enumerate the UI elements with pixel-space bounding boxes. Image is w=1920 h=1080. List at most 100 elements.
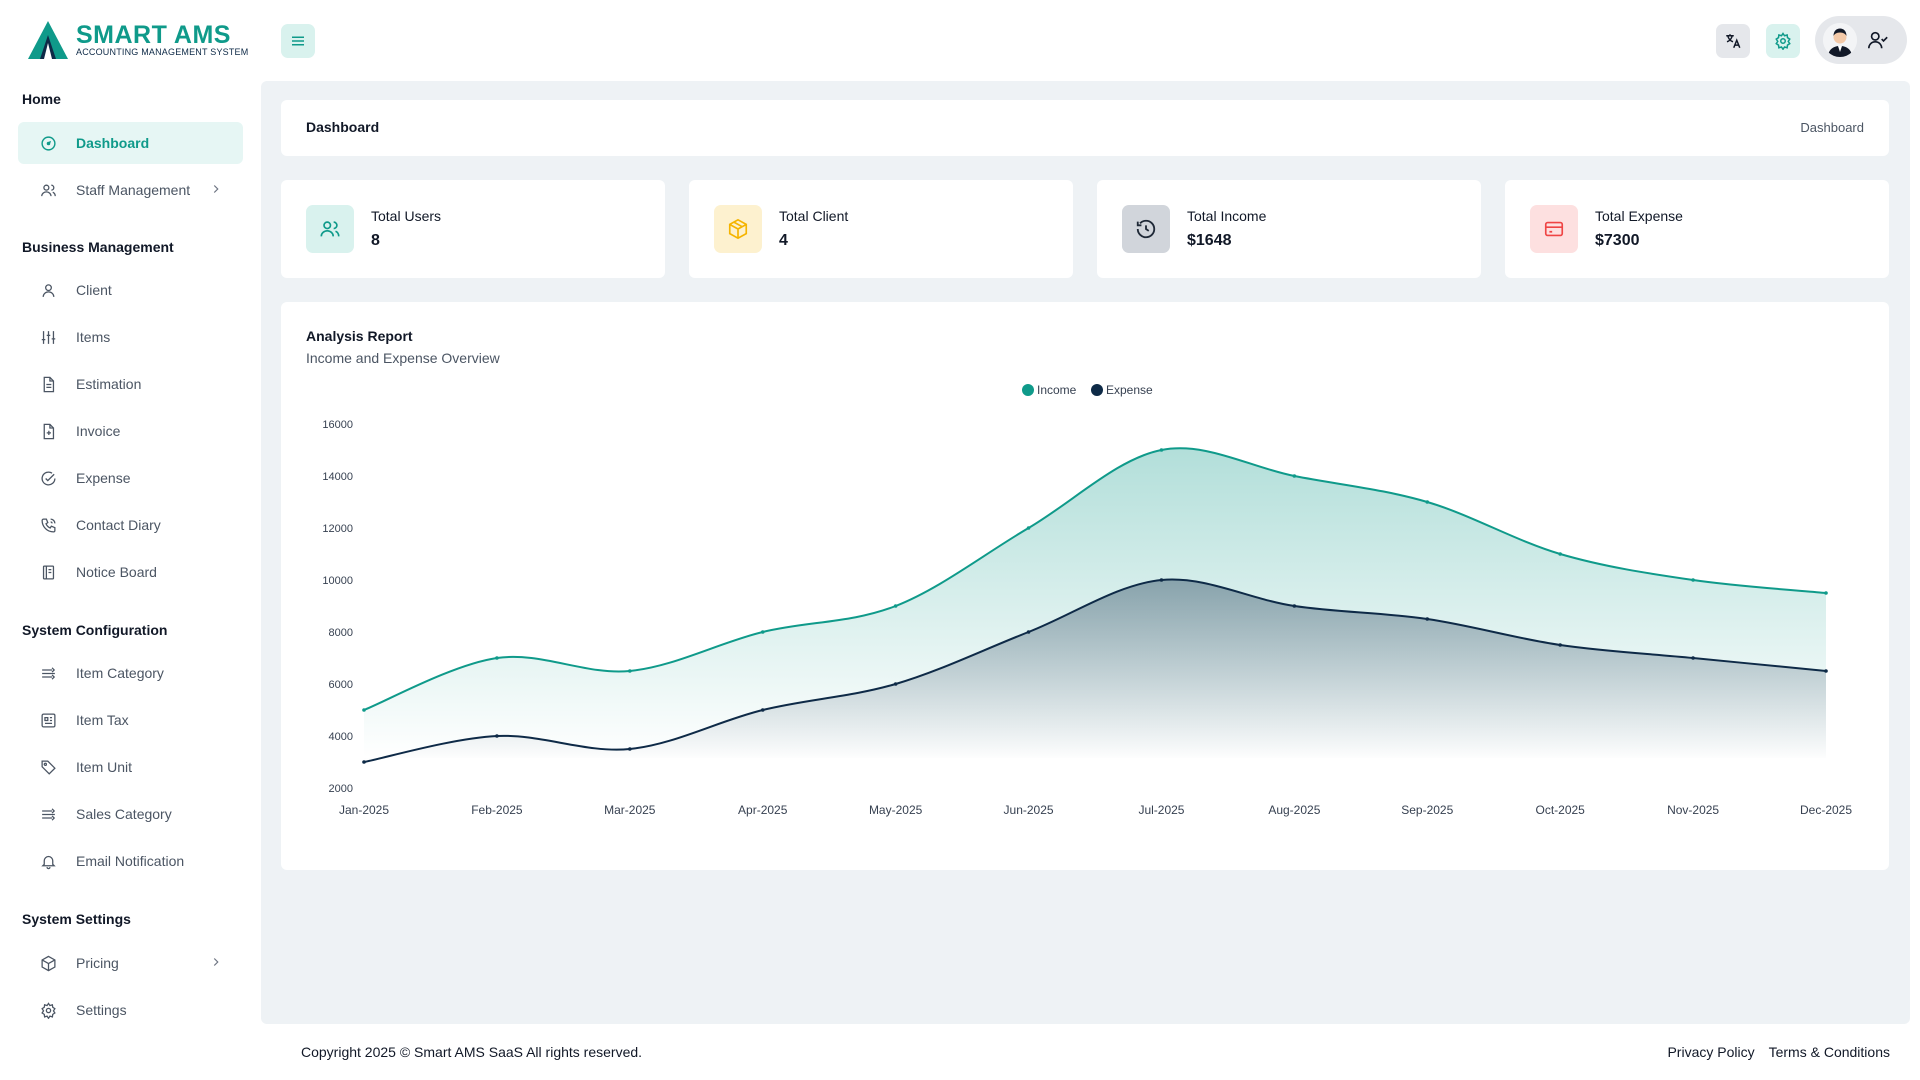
user-icon [38, 280, 58, 300]
data-point [1159, 578, 1164, 582]
history-icon [1122, 205, 1170, 253]
data-point [1292, 474, 1297, 478]
footer-links: Privacy Policy Terms & Conditions [1667, 1044, 1890, 1060]
sidebar-item-pricing[interactable]: Pricing [18, 942, 243, 984]
data-point [1026, 630, 1031, 634]
sidebar-item-item-tax[interactable]: Item Tax [18, 699, 243, 741]
sidebar-item-dashboard[interactable]: Dashboard [18, 122, 243, 164]
language-button[interactable] [1716, 24, 1750, 58]
sidebar-item-estimation[interactable]: Estimation [18, 363, 243, 405]
y-tick-label: 8000 [329, 627, 353, 639]
sidebar-item-label: Item Tax [76, 712, 129, 728]
stat-card-total-income: Total Income $1648 [1097, 180, 1481, 278]
sidebar-item-sales-category[interactable]: Sales Category [18, 793, 243, 835]
phone-icon [38, 515, 58, 535]
stat-value: 8 [371, 232, 380, 249]
stat-card-total-expense: Total Expense $7300 [1505, 180, 1889, 278]
user-check-icon [1868, 31, 1888, 49]
x-tick-label: Nov-2025 [1667, 803, 1719, 817]
y-tick-label: 10000 [322, 575, 353, 587]
sidebar-item-label: Invoice [76, 423, 121, 439]
chart-subtitle: Income and Expense Overview [306, 350, 500, 366]
check-circle-icon [38, 468, 58, 488]
page-title: Dashboard [306, 119, 380, 135]
y-tick-label: 12000 [322, 523, 353, 535]
series-line-income [363, 447, 1827, 711]
receipt-icon [38, 710, 58, 730]
legend-marker [1091, 384, 1103, 396]
y-tick-label: 6000 [329, 679, 353, 691]
data-point [1425, 617, 1430, 621]
x-tick-label: Jul-2025 [1138, 803, 1184, 817]
stat-value: $1648 [1187, 232, 1232, 249]
stat-value: $7300 [1595, 232, 1640, 249]
stat-label: Total Client [779, 208, 849, 224]
stat-card-total-client: Total Client 4 [689, 180, 1073, 278]
sidebar-item-label: Items [76, 329, 111, 345]
box-icon [714, 205, 762, 253]
breadcrumb-current[interactable]: Dashboard [1800, 120, 1864, 135]
y-tick-label: 16000 [322, 419, 353, 431]
sliders-icon [38, 327, 58, 347]
sidebar-item-label: Settings [76, 1002, 127, 1018]
sidebar-item-client[interactable]: Client [18, 269, 243, 311]
sidebar-item-settings[interactable]: Settings [18, 989, 243, 1031]
sidebar-item-label: Notice Board [76, 564, 157, 580]
data-point [1425, 500, 1430, 504]
x-tick-label: Feb-2025 [471, 803, 523, 817]
legend-label: Expense [1106, 383, 1153, 397]
sidebar-item-label: Pricing [76, 955, 119, 971]
menu-toggle-button[interactable] [281, 24, 315, 58]
data-point [1824, 591, 1828, 595]
file-text-icon [38, 374, 58, 394]
data-point [628, 669, 632, 673]
legend-label: Income [1037, 383, 1077, 397]
data-point [628, 747, 632, 751]
sidebar-item-email-notification[interactable]: Email Notification [18, 840, 243, 882]
sidebar-item-staff-management[interactable]: Staff Management [18, 169, 243, 211]
profile-menu[interactable] [1815, 16, 1907, 64]
analysis-report-card: Analysis Report Income and Expense Overv… [281, 302, 1889, 870]
terms-link[interactable]: Terms & Conditions [1768, 1044, 1890, 1060]
data-point [495, 734, 499, 738]
brand-tagline: ACCOUNTING MANAGEMENT SYSTEM [76, 46, 249, 57]
sidebar-item-expense[interactable]: Expense [18, 457, 243, 499]
legend-item-expense[interactable]: Expense [1091, 383, 1153, 397]
sidebar-item-label: Expense [76, 470, 131, 486]
y-tick-label: 14000 [322, 471, 353, 483]
sidebar-item-label: Sales Category [76, 806, 172, 822]
x-tick-label: Jun-2025 [1004, 803, 1054, 817]
data-point [1824, 669, 1828, 673]
sidebar-item-notice-board[interactable]: Notice Board [18, 551, 243, 593]
sidebar: SMART AMS ACCOUNTING MANAGEMENT SYSTEM H… [0, 0, 260, 1080]
income-expense-chart[interactable]: 2000 4000 6000 8000 10000 12000 14000 16000 Jan-… [281, 302, 1889, 870]
data-point [893, 682, 898, 686]
sidebar-item-invoice[interactable]: Invoice [18, 410, 243, 452]
sidebar-item-item-unit[interactable]: Item Unit [18, 746, 243, 788]
x-tick-label: Aug-2025 [1268, 803, 1320, 817]
legend-item-income[interactable]: Income [1022, 383, 1077, 397]
data-point [1159, 448, 1164, 452]
stat-label: Total Expense [1595, 208, 1683, 224]
settings-button[interactable] [1766, 24, 1800, 58]
sidebar-item-item-category[interactable]: Item Category [18, 652, 243, 694]
privacy-policy-link[interactable]: Privacy Policy [1667, 1044, 1755, 1060]
stat-card-total-users: Total Users 8 [281, 180, 665, 278]
translate-icon [1726, 34, 1741, 49]
avatar-person-icon [1823, 23, 1857, 57]
x-tick-label: Sep-2025 [1401, 803, 1453, 817]
brand-name: SMART AMS [76, 20, 231, 49]
chevron-right-icon [213, 958, 219, 966]
y-tick-label: 2000 [329, 783, 353, 795]
sidebar-item-contact-diary[interactable]: Contact Diary [18, 504, 243, 546]
brand-logo[interactable]: SMART AMS ACCOUNTING MANAGEMENT SYSTEM [26, 18, 248, 62]
legend-marker [1022, 384, 1034, 396]
sidebar-item-items[interactable]: Items [18, 316, 243, 358]
hamburger-icon [292, 36, 304, 46]
x-tick-label: May-2025 [869, 803, 923, 817]
data-point [760, 630, 765, 634]
users-icon [306, 205, 354, 253]
stat-value: 4 [779, 232, 788, 249]
sidebar-item-label: Item Unit [76, 759, 133, 775]
sidebar-item-label: Item Category [76, 665, 164, 681]
